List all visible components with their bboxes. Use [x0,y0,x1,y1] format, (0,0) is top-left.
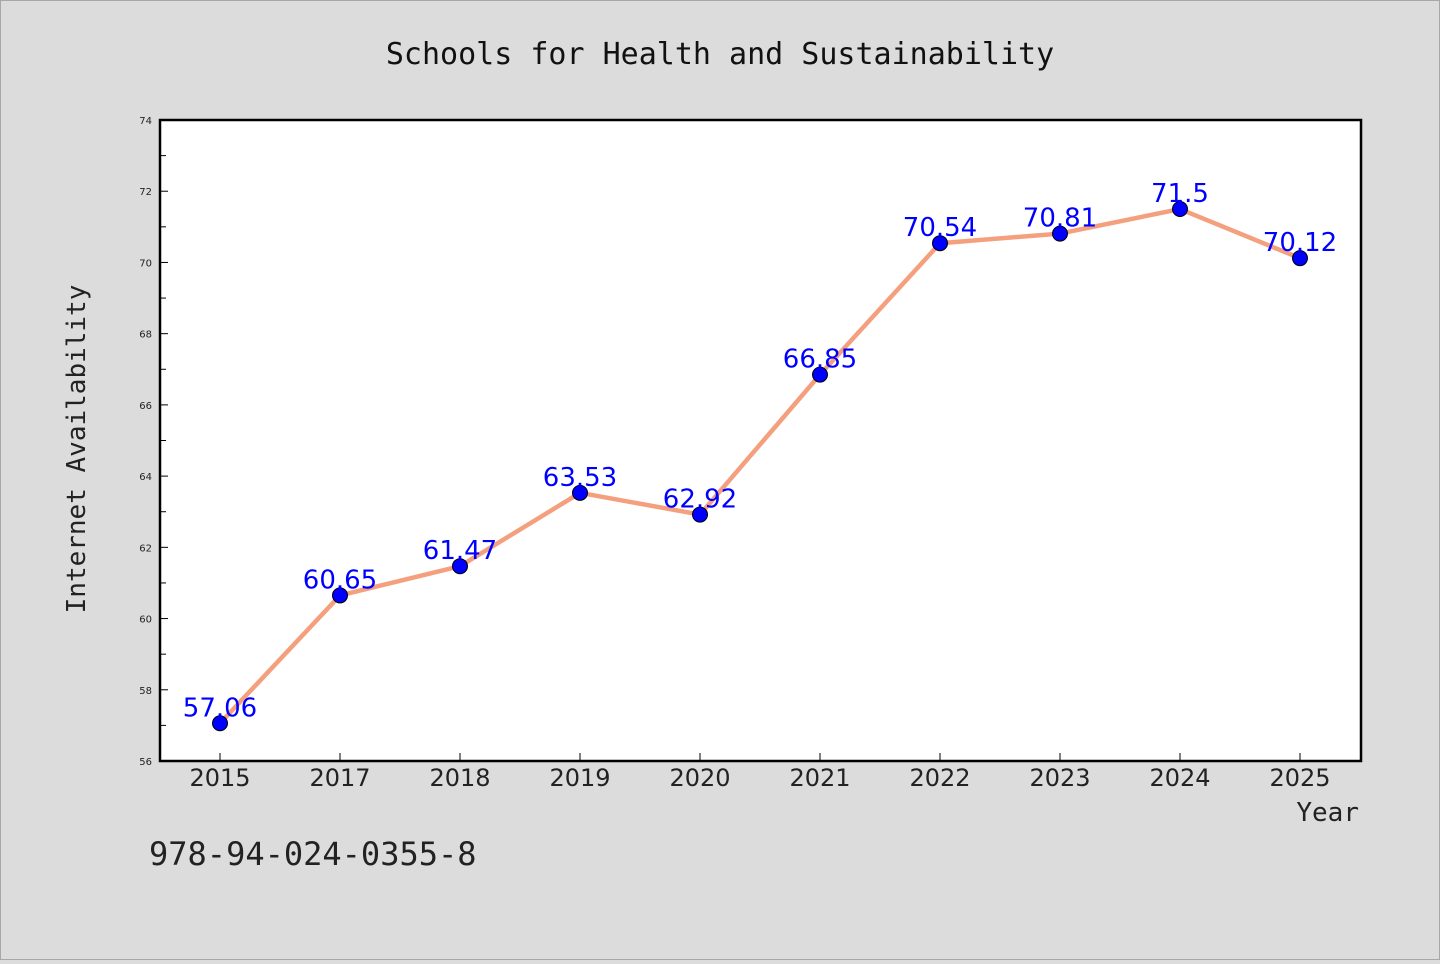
x-axis: 2015 2017 2018 2019 2020 2021 2022 2023 2024 2025 [189,753,1331,792]
data-point [1172,201,1188,218]
x-tick-label: 2024 [1149,764,1210,792]
plot-area [158,118,1363,763]
data-label: 70.81 [1023,204,1097,234]
data-point [812,366,828,383]
data-point [332,587,348,604]
x-tick-label: 2025 [1269,764,1330,792]
x-axis-label: Year [1296,798,1359,828]
data-point [692,506,708,523]
data-label: 71.5 [1151,179,1209,209]
y-tick-label: 70 [139,258,152,269]
y-tick-label: 74 [139,116,152,127]
x-tick-label: 2019 [549,764,610,792]
y-tick-label: 58 [139,686,152,697]
y-axis-label: Internet Availability [62,285,92,614]
y-tick-label: 64 [139,472,152,483]
y-tick-label: 66 [139,401,152,412]
chart-title: Schools for Health and Sustainability [386,37,1054,72]
x-tick-label: 2020 [669,764,730,792]
x-tick-label: 2017 [309,764,370,792]
footnote-isbn: 978-94-024-0355-8 [149,835,477,873]
data-point [572,484,588,501]
data-labels: 57.06 60.65 61.47 63.53 62.92 66.85 70.54 70.81… [183,179,1337,723]
data-label: 57.06 [183,693,257,723]
x-tick-label: 2023 [1029,764,1090,792]
y-tick-label: 56 [139,757,152,768]
data-label: 66.85 [783,345,857,375]
data-label: 70.12 [1263,228,1337,258]
y-tick-label: 60 [139,615,152,626]
x-tick-label: 2021 [789,764,850,792]
data-point [932,235,948,252]
y-axis: 56 58 60 62 64 66 68 70 72 74 [139,116,168,768]
data-point [212,715,228,732]
data-label: 63.53 [543,463,617,493]
data-point [1292,250,1308,267]
y-tick-label: 62 [139,543,152,554]
y-tick-label: 72 [139,187,152,198]
x-tick-label: 2015 [189,764,250,792]
series-markers [212,201,1308,732]
data-label: 70.54 [903,213,977,243]
y-tick-label: 68 [139,330,152,341]
data-label: 62.92 [663,485,737,515]
series-line [218,206,1301,725]
data-label: 60.65 [303,565,377,595]
data-point [1052,225,1068,242]
data-point [452,558,468,575]
data-label: 61.47 [423,536,497,566]
x-tick-label: 2022 [909,764,970,792]
x-tick-label: 2018 [429,764,490,792]
